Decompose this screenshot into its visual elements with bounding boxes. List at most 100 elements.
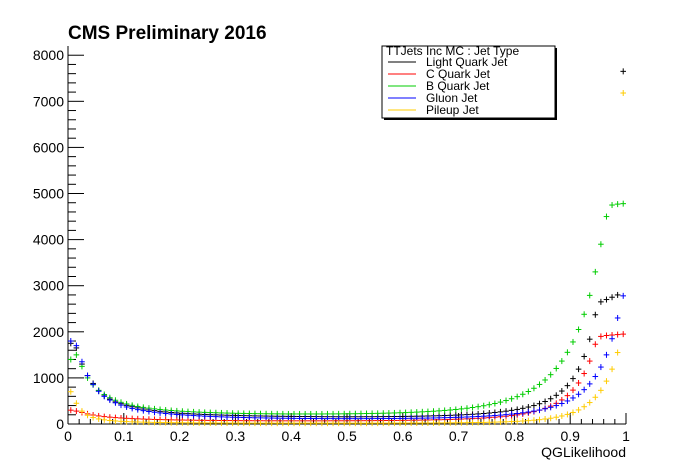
data-point (447, 414, 454, 421)
data-point (374, 410, 381, 417)
data-point (207, 419, 214, 426)
data-point (346, 420, 353, 427)
data-point (425, 419, 431, 426)
data-point (547, 395, 554, 402)
data-point (614, 314, 621, 321)
data-point (134, 406, 141, 413)
data-point (531, 385, 537, 392)
data-point (492, 412, 498, 419)
data-point (553, 414, 560, 421)
data-point (559, 358, 565, 365)
data-point (363, 420, 370, 427)
data-point (118, 418, 124, 425)
data-point (363, 410, 370, 417)
data-point (107, 397, 113, 404)
data-point (609, 366, 615, 373)
data-point (497, 418, 504, 425)
data-point (503, 411, 509, 418)
data-point (101, 393, 108, 400)
data-point (67, 388, 74, 395)
data-point (514, 410, 520, 417)
data-point (447, 406, 454, 413)
data-point (129, 418, 135, 425)
data-point (503, 418, 509, 425)
data-point (441, 414, 448, 421)
data-point (475, 403, 481, 410)
data-point (614, 331, 621, 338)
data-point (296, 420, 303, 427)
data-point (218, 413, 225, 420)
data-point (112, 399, 119, 406)
data-point (240, 420, 247, 427)
data-point (486, 419, 493, 426)
data-point (586, 336, 593, 343)
data-point (380, 420, 387, 427)
data-point (553, 402, 560, 409)
series-pileup-jet (67, 90, 627, 427)
data-point (335, 420, 342, 427)
data-point (374, 420, 381, 427)
data-point (542, 405, 548, 412)
data-point (252, 420, 258, 427)
data-point (570, 394, 576, 401)
data-point (246, 420, 253, 427)
data-point (503, 397, 509, 404)
data-point (458, 414, 465, 421)
data-point (380, 410, 387, 417)
data-point (547, 404, 554, 411)
data-point (614, 349, 621, 356)
data-point (531, 408, 537, 415)
data-point (603, 378, 610, 385)
y-tick-label: 2000 (33, 324, 64, 340)
data-point (492, 400, 498, 407)
data-point (570, 375, 576, 382)
data-point (614, 201, 621, 208)
legend-label: B Quark Jet (426, 79, 490, 93)
y-tick-label: 3000 (33, 278, 64, 294)
data-point (168, 410, 175, 417)
data-point (592, 311, 599, 318)
data-point (386, 420, 392, 427)
legend-label: Light Quark Jet (426, 55, 508, 69)
legend-title: TTJets Inc MC : Jet Type (386, 44, 519, 58)
data-point (536, 416, 543, 423)
data-point (575, 326, 582, 333)
legend-item: Gluon Jet (388, 91, 478, 105)
x-tick-label: 0.1 (114, 428, 134, 444)
y-tick-label: 6000 (33, 139, 64, 155)
data-point (581, 386, 587, 393)
data-point (570, 409, 576, 416)
x-tick-label: 1 (622, 428, 630, 444)
data-point (84, 412, 91, 419)
data-point (609, 335, 615, 342)
data-point (480, 419, 487, 426)
data-point (179, 411, 186, 418)
data-point (235, 414, 241, 421)
data-point (620, 90, 627, 97)
data-point (525, 409, 532, 416)
x-axis-title: QGLikelihood (541, 444, 626, 460)
data-point (564, 411, 571, 418)
data-point (453, 414, 459, 421)
data-point (67, 338, 74, 345)
data-point (140, 407, 147, 414)
data-point (620, 331, 627, 338)
data-point (73, 408, 80, 415)
legend-item: C Quark Jet (388, 67, 491, 81)
data-point (397, 409, 403, 416)
data-point (413, 420, 420, 427)
data-point (531, 417, 537, 424)
data-point (441, 407, 448, 414)
data-point (107, 417, 113, 424)
data-point (469, 404, 476, 411)
data-point (620, 68, 627, 75)
data-point (174, 419, 180, 426)
data-point (525, 417, 532, 424)
data-point (453, 419, 459, 426)
legend-label: C Quark Jet (426, 67, 491, 81)
data-point (341, 420, 348, 427)
data-point (620, 200, 627, 207)
data-point (542, 416, 548, 423)
data-point (140, 419, 147, 426)
data-point (224, 420, 230, 427)
